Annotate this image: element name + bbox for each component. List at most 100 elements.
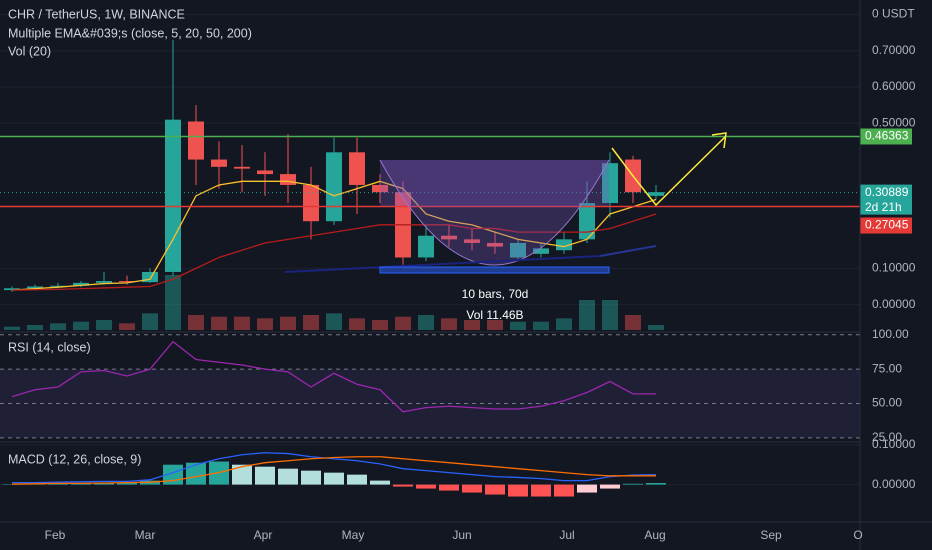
price-tag bbox=[860, 184, 912, 201]
candle-body bbox=[142, 271, 158, 283]
candle-body bbox=[372, 184, 388, 193]
histogram-bar bbox=[439, 484, 459, 491]
volume-bar bbox=[4, 326, 20, 330]
volume-bar bbox=[510, 321, 526, 330]
y-tick-label: 25.00 bbox=[872, 430, 902, 444]
candle-body bbox=[579, 203, 595, 240]
volume-bar bbox=[27, 325, 43, 330]
x-tick-label: Sep bbox=[760, 528, 782, 542]
indicator-label: Multiple EMA&#039;s (close, 5, 20, 50, 2… bbox=[8, 26, 252, 40]
rectangle-drawing bbox=[380, 160, 609, 206]
volume-bar bbox=[487, 320, 503, 330]
volume-bar bbox=[625, 315, 641, 330]
candle-body bbox=[418, 235, 434, 258]
ema-line bbox=[599, 245, 657, 257]
x-tick-label: Apr bbox=[254, 528, 273, 542]
x-tick-label: O bbox=[853, 528, 862, 542]
arc-drawing bbox=[379, 159, 610, 266]
volume-bar bbox=[280, 316, 296, 330]
histogram-bar bbox=[324, 472, 344, 485]
price-tag bbox=[860, 128, 912, 145]
volume-bar bbox=[602, 300, 618, 330]
rsi-title: RSI (14, close) bbox=[8, 340, 91, 354]
histogram-bar bbox=[278, 468, 298, 485]
volume-bar bbox=[418, 315, 434, 330]
volume-bar bbox=[211, 316, 227, 330]
x-tick-label: Mar bbox=[135, 528, 156, 542]
y-tick-label: 0.10000 bbox=[872, 261, 916, 275]
projection-arrow bbox=[611, 132, 727, 207]
y-tick-label: 0.50000 bbox=[872, 115, 916, 129]
histogram-bar bbox=[485, 484, 505, 495]
symbol-title: CHR / TetherUS, 1W, BINANCE bbox=[8, 7, 185, 21]
x-tick-label: Aug bbox=[644, 528, 665, 542]
candle-body bbox=[4, 288, 20, 291]
volume-bar bbox=[73, 321, 89, 330]
trend-line bbox=[284, 255, 601, 273]
candle-body bbox=[510, 242, 526, 258]
volume-bar bbox=[188, 315, 204, 330]
volume-bar bbox=[395, 316, 411, 330]
histogram-bar bbox=[462, 484, 482, 493]
range-bars-label: 10 bars, 70d bbox=[462, 287, 529, 301]
price-tag bbox=[860, 217, 912, 234]
y-tick-label: 0.00000 bbox=[872, 477, 916, 491]
volume-bar bbox=[533, 321, 549, 330]
volume-bar bbox=[234, 316, 250, 330]
macd-line bbox=[12, 452, 657, 484]
macd-title: MACD (12, 26, close, 9) bbox=[8, 452, 141, 466]
signal-line bbox=[11, 456, 656, 485]
volume-bar bbox=[349, 318, 365, 330]
volume-bar bbox=[556, 318, 572, 330]
volume-bar bbox=[326, 313, 342, 330]
ema-line bbox=[11, 213, 657, 291]
candle-body bbox=[73, 282, 89, 286]
candle-body bbox=[96, 281, 112, 283]
histogram-bar bbox=[301, 470, 321, 485]
x-tick-label: Feb bbox=[45, 528, 66, 542]
histogram-bar bbox=[416, 484, 436, 489]
candle-body bbox=[303, 184, 319, 222]
y-tick-label: 0.00000 bbox=[872, 297, 916, 311]
volume-bar bbox=[50, 323, 66, 330]
date-range-drawing bbox=[379, 266, 610, 274]
candle-body bbox=[188, 121, 204, 160]
y-tick-label: 75.00 bbox=[872, 361, 902, 375]
histogram-bar bbox=[48, 483, 68, 485]
histogram-bar bbox=[232, 464, 252, 485]
price-tag-label: 0.30889 bbox=[865, 185, 909, 199]
volume-bar bbox=[648, 325, 664, 330]
candle-body bbox=[119, 281, 135, 283]
indicator-label: Vol (20) bbox=[8, 44, 51, 58]
candle-body bbox=[27, 286, 43, 289]
x-tick-label: May bbox=[342, 528, 365, 542]
volume-bar bbox=[96, 320, 112, 330]
histogram-bar bbox=[370, 480, 390, 485]
histogram-bar bbox=[623, 483, 643, 485]
histogram-bar bbox=[554, 484, 574, 497]
y-tick-label: 0 USDT bbox=[872, 7, 915, 21]
candle-body bbox=[441, 235, 457, 240]
volume-bar bbox=[464, 320, 480, 330]
candle-body bbox=[50, 285, 66, 287]
y-tick-label: 100.00 bbox=[872, 327, 909, 341]
countdown-tag bbox=[860, 199, 912, 215]
histogram-bar bbox=[255, 466, 275, 485]
candle-body bbox=[326, 152, 342, 222]
x-tick-label: Jun bbox=[452, 528, 471, 542]
price-tag-label: 0.27045 bbox=[865, 218, 909, 232]
histogram-bar bbox=[531, 484, 551, 497]
candle-body bbox=[234, 166, 250, 169]
candle-body bbox=[648, 192, 664, 196]
y-tick-label: 50.00 bbox=[872, 396, 902, 410]
histogram-bar bbox=[186, 462, 206, 485]
candle-body bbox=[280, 174, 296, 185]
candle-body bbox=[533, 248, 549, 254]
volume-bar bbox=[165, 275, 181, 330]
volume-bar bbox=[142, 313, 158, 330]
histogram-bar bbox=[393, 484, 413, 487]
rsi-band bbox=[0, 369, 860, 438]
